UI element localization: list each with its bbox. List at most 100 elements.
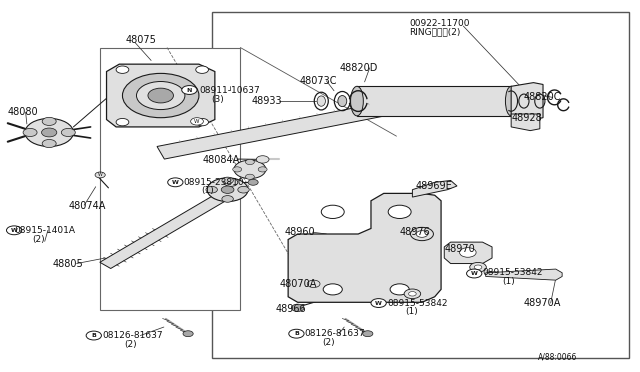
Text: 48805: 48805 <box>52 259 83 269</box>
Text: 48933: 48933 <box>252 96 282 106</box>
Text: RINGリング(2): RINGリング(2) <box>409 28 461 36</box>
Circle shape <box>233 167 242 172</box>
Circle shape <box>474 265 482 269</box>
Circle shape <box>86 331 101 340</box>
Circle shape <box>238 186 249 193</box>
Circle shape <box>182 86 197 94</box>
Circle shape <box>460 248 476 257</box>
Text: 08911-10637: 08911-10637 <box>199 86 260 94</box>
Text: 00922-11700: 00922-11700 <box>409 19 470 28</box>
Circle shape <box>410 227 433 241</box>
Polygon shape <box>106 64 215 127</box>
Text: (3): (3) <box>212 95 225 104</box>
Circle shape <box>307 280 320 288</box>
Ellipse shape <box>506 86 517 116</box>
Text: W: W <box>11 228 17 233</box>
Ellipse shape <box>338 96 347 107</box>
Text: N: N <box>187 87 192 93</box>
Circle shape <box>61 128 76 137</box>
Text: 48070A: 48070A <box>280 279 317 289</box>
Circle shape <box>25 118 74 147</box>
Circle shape <box>6 226 22 235</box>
Text: 08126-81637: 08126-81637 <box>102 331 163 340</box>
Circle shape <box>183 331 193 337</box>
Text: 48075: 48075 <box>125 35 157 45</box>
Bar <box>357 86 511 116</box>
Text: B: B <box>92 333 96 338</box>
Text: 48970: 48970 <box>444 244 475 254</box>
Circle shape <box>291 304 304 311</box>
Text: (1): (1) <box>404 307 417 316</box>
Circle shape <box>196 66 209 73</box>
Circle shape <box>248 179 258 185</box>
Circle shape <box>42 117 56 125</box>
Circle shape <box>234 160 266 179</box>
Text: W: W <box>172 180 179 185</box>
Text: A/88:0066: A/88:0066 <box>538 352 577 361</box>
Bar <box>212 13 629 358</box>
Circle shape <box>191 118 204 125</box>
Circle shape <box>23 128 37 137</box>
Circle shape <box>363 331 373 337</box>
Circle shape <box>136 81 185 110</box>
Circle shape <box>222 196 234 202</box>
Text: W: W <box>471 271 477 276</box>
Circle shape <box>416 231 428 237</box>
Circle shape <box>116 118 129 126</box>
Circle shape <box>470 262 486 272</box>
Circle shape <box>246 160 254 164</box>
Polygon shape <box>288 193 441 302</box>
Circle shape <box>388 205 411 218</box>
Polygon shape <box>511 83 543 119</box>
Circle shape <box>390 284 409 295</box>
Circle shape <box>122 73 199 118</box>
Text: 48970A: 48970A <box>524 298 561 308</box>
Text: 48820D: 48820D <box>339 63 378 73</box>
Text: (1): (1) <box>201 186 214 195</box>
Circle shape <box>404 289 420 299</box>
Circle shape <box>256 156 269 163</box>
Text: (1): (1) <box>502 277 515 286</box>
Circle shape <box>323 284 342 295</box>
Text: 48073C: 48073C <box>300 76 337 86</box>
Circle shape <box>206 186 218 193</box>
Text: 08915-23810: 08915-23810 <box>183 178 244 187</box>
Ellipse shape <box>351 86 364 116</box>
Text: 08126-81637: 08126-81637 <box>305 329 365 338</box>
Ellipse shape <box>317 96 325 106</box>
Text: 48928: 48928 <box>511 113 542 123</box>
Circle shape <box>95 172 105 178</box>
Polygon shape <box>511 114 540 131</box>
Text: 48969E: 48969E <box>415 181 452 191</box>
Text: (2): (2) <box>32 235 45 244</box>
Circle shape <box>221 186 234 193</box>
Text: 48080: 48080 <box>8 107 38 117</box>
Polygon shape <box>100 48 241 310</box>
Text: 48960: 48960 <box>285 227 316 237</box>
Text: 48966: 48966 <box>275 304 306 314</box>
Polygon shape <box>486 269 562 280</box>
Text: 08915-1401A: 08915-1401A <box>14 226 75 235</box>
Circle shape <box>371 299 387 308</box>
Polygon shape <box>412 180 457 197</box>
Circle shape <box>207 178 248 202</box>
Text: 48074A: 48074A <box>68 201 106 211</box>
Text: 08915-53842: 08915-53842 <box>387 299 447 308</box>
Text: W: W <box>98 173 102 177</box>
Circle shape <box>246 174 254 179</box>
Circle shape <box>42 128 57 137</box>
Circle shape <box>116 66 129 73</box>
Polygon shape <box>100 190 233 269</box>
Circle shape <box>408 292 416 296</box>
Text: (2): (2) <box>124 340 137 349</box>
Circle shape <box>222 177 234 184</box>
Circle shape <box>289 329 304 338</box>
Text: W: W <box>375 301 382 305</box>
Text: 48820C: 48820C <box>524 92 561 102</box>
Circle shape <box>42 140 56 148</box>
Polygon shape <box>444 242 492 263</box>
Text: 48084A: 48084A <box>202 155 239 165</box>
Circle shape <box>224 178 238 186</box>
Text: W: W <box>195 119 200 124</box>
Text: B: B <box>294 331 299 336</box>
